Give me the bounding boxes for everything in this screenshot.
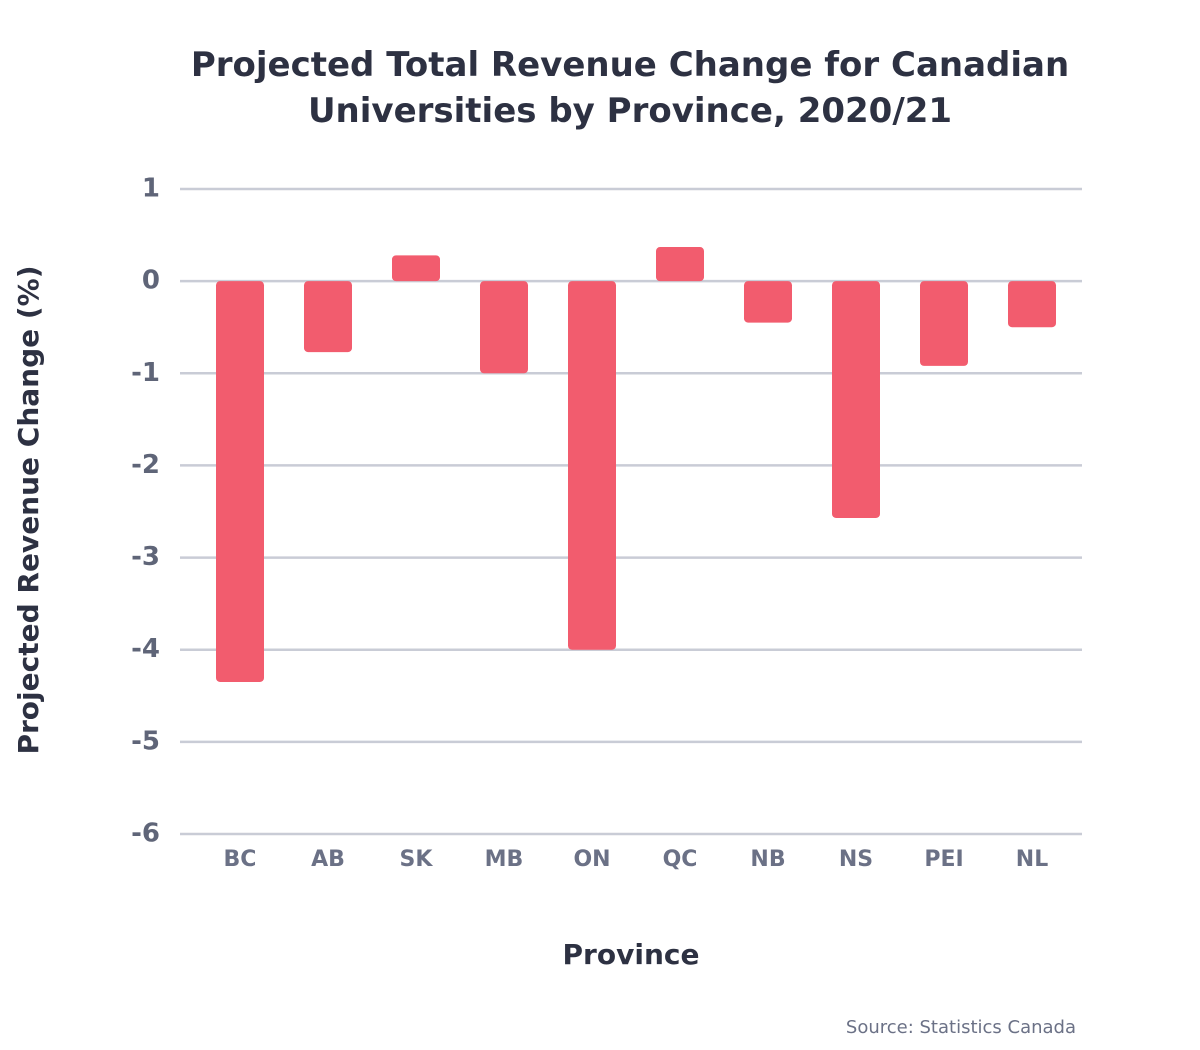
bar (832, 281, 880, 518)
x-tick-label: QC (663, 847, 698, 872)
y-axis-label: Projected Revenue Change (%) (12, 265, 45, 754)
bar (920, 281, 968, 366)
x-tick-label: SK (400, 847, 434, 872)
bar (1008, 281, 1056, 328)
x-tick-label: NB (750, 847, 785, 872)
bar (568, 281, 616, 650)
y-tick-label: -1 (131, 358, 160, 388)
bar (656, 247, 704, 282)
source: Source: Statistics Canada (846, 1017, 1076, 1038)
y-tick-label: -2 (131, 450, 160, 480)
bar (744, 281, 792, 323)
y-tick-label: -4 (131, 634, 160, 664)
x-tick-label: ON (573, 847, 610, 872)
y-tick-label: -5 (131, 726, 160, 756)
x-tick-label: NL (1016, 847, 1048, 872)
x-tick-label: BC (224, 847, 257, 872)
bar (216, 281, 264, 682)
x-tick-label: MB (485, 847, 524, 872)
x-tick-label: AB (311, 847, 345, 872)
chart-title: Projected Total Revenue Change for Canad… (190, 45, 1070, 131)
x-tick-label: PEI (924, 847, 963, 872)
x-axis-label: Province (563, 938, 700, 971)
y-tick-label: 0 (142, 266, 160, 296)
y-tick-label: -3 (131, 542, 160, 572)
bar (480, 281, 528, 374)
bar (392, 255, 440, 282)
bar (304, 281, 352, 353)
y-tick-label: -6 (131, 819, 160, 849)
y-tick-label: 1 (142, 174, 160, 204)
x-tick-label: NS (839, 847, 873, 872)
